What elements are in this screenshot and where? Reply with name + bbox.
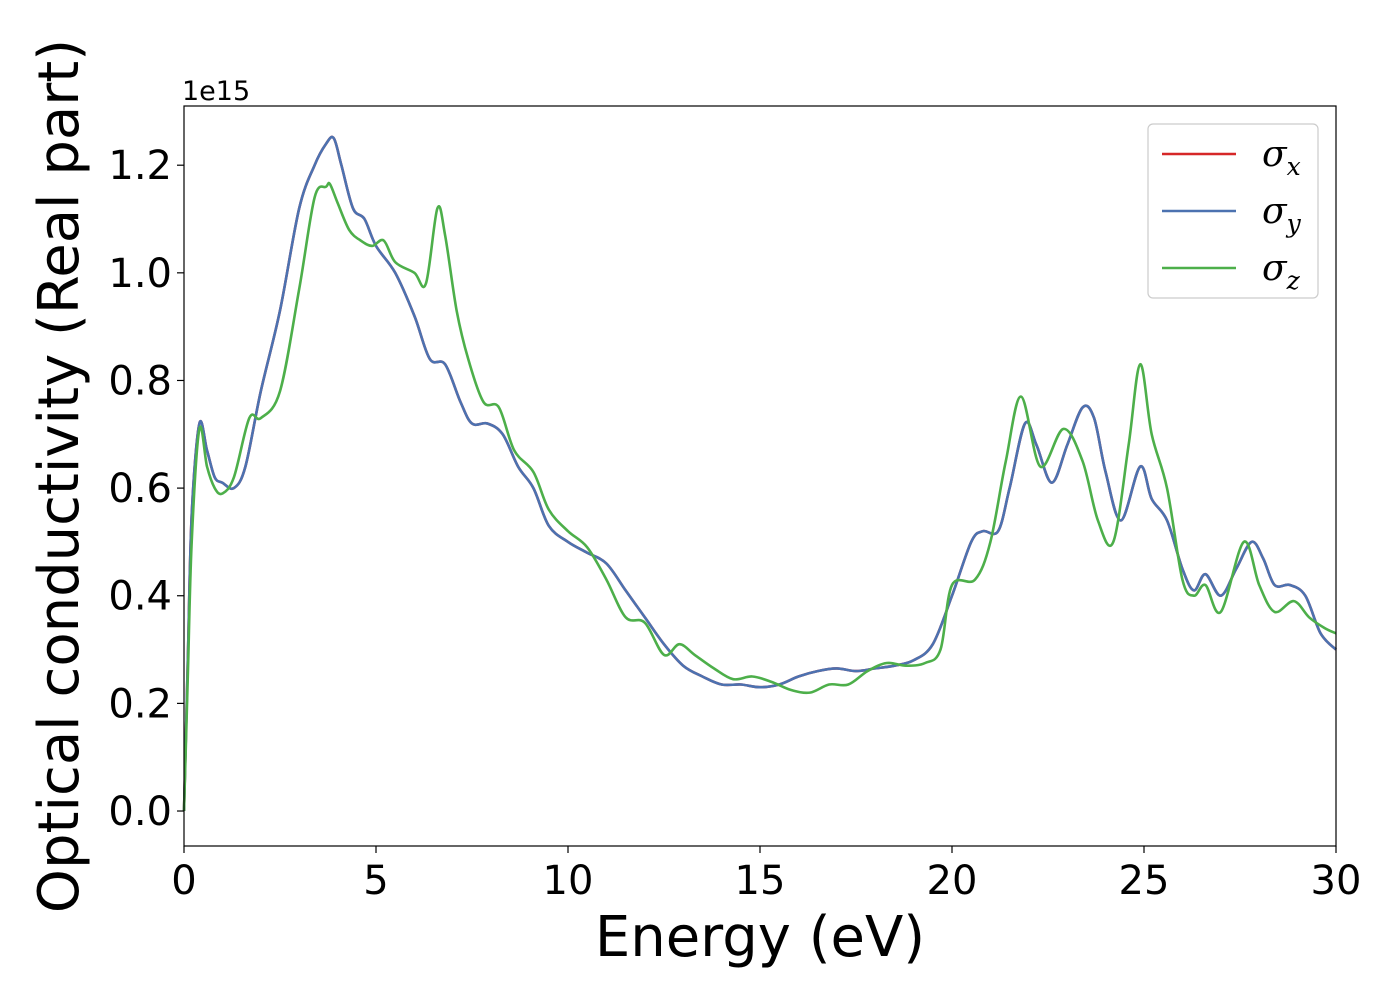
legend-label: σz	[1262, 248, 1301, 295]
x-tick-label: 30	[1311, 858, 1362, 904]
plot-lines	[182, 135, 1337, 812]
series-line-sigma-z	[182, 181, 1337, 812]
x-tick-label: 10	[543, 858, 594, 904]
x-tick-label: 25	[1119, 858, 1170, 904]
y-tick-label: 0.0	[108, 789, 172, 835]
y-tick-label: 1.2	[108, 143, 172, 189]
y-axis: 0.0 0.2 0.4 0.6 0.8 1.0 1.2	[108, 143, 184, 835]
x-axis: 0 5 10 15 20 25 30	[171, 846, 1361, 904]
x-tick-label: 20	[927, 858, 978, 904]
y-tick-label: 0.6	[108, 466, 172, 512]
x-tick-label: 5	[363, 858, 388, 904]
x-axis-title: Energy (eV)	[595, 905, 925, 970]
y-axis-title: Optical conductivity (Real part)	[27, 39, 92, 913]
y-offset-text: 1e15	[182, 76, 250, 107]
y-tick-label: 1.0	[108, 251, 172, 297]
y-tick-label: 0.4	[108, 574, 172, 620]
series-line-sigma-y	[182, 135, 1337, 812]
x-tick-label: 15	[735, 858, 786, 904]
y-tick-label: 0.8	[108, 358, 172, 404]
x-tick-label: 0	[171, 858, 196, 904]
y-tick-label: 0.2	[108, 681, 172, 727]
